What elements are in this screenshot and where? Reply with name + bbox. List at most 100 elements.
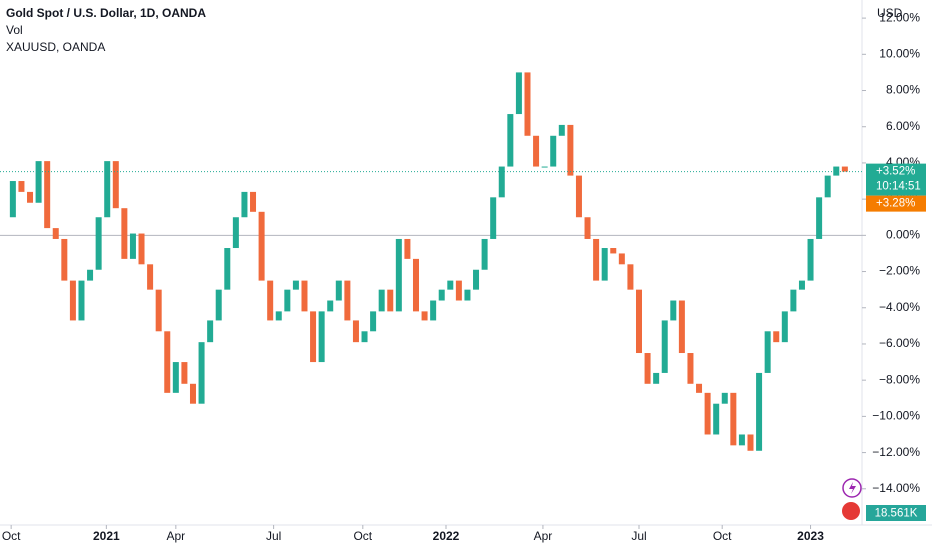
icon (849, 482, 856, 494)
candle (164, 331, 171, 393)
candle (318, 311, 325, 363)
candle (267, 280, 274, 321)
candle (310, 311, 317, 363)
candle (550, 135, 557, 167)
chart-title: Gold Spot / U.S. Dollar, 1D, OANDA (6, 6, 206, 20)
candle (387, 289, 394, 312)
candle (138, 233, 145, 265)
candle (147, 264, 154, 290)
y-tick-label: −6.00% (879, 336, 920, 350)
candle (841, 166, 848, 172)
x-tick-label: Oct (353, 529, 372, 543)
candle (18, 181, 25, 192)
candle (696, 383, 703, 393)
candle (575, 175, 582, 218)
candle (567, 124, 574, 176)
candle (773, 331, 780, 343)
candle (756, 372, 763, 451)
candle (798, 280, 805, 290)
candle (687, 353, 694, 384)
y-tick-label: −12.00% (872, 445, 920, 459)
candle (258, 211, 265, 281)
candle (189, 383, 196, 404)
candle (730, 392, 737, 446)
candle (721, 392, 728, 404)
compare-label: +3.28% (876, 198, 915, 210)
candle (198, 342, 205, 404)
candle (52, 228, 59, 239)
candle (250, 191, 257, 212)
candle (104, 161, 111, 218)
y-tick-label: −8.00% (879, 372, 920, 386)
candle (430, 300, 437, 321)
x-tick-label: 2023 (797, 529, 824, 543)
candle (395, 238, 402, 312)
y-tick-label: −2.00% (879, 264, 920, 278)
candle (44, 161, 51, 229)
candle (584, 217, 591, 239)
flag-icon[interactable] (842, 502, 860, 520)
candle (464, 289, 471, 301)
indicator-label: Vol (6, 23, 23, 37)
x-tick-label: 2021 (93, 529, 120, 543)
y-tick-label: −4.00% (879, 300, 920, 314)
candle (27, 191, 34, 203)
candle (327, 300, 334, 312)
candle (61, 238, 68, 281)
x-tick-label: Oct (2, 529, 21, 543)
y-axis-label: USD (877, 6, 903, 20)
candle (172, 362, 179, 393)
candle (447, 280, 454, 290)
candle (301, 280, 308, 312)
candle (455, 280, 462, 301)
y-tick-label: 6.00% (886, 119, 920, 133)
candle (738, 434, 745, 446)
candle (241, 191, 248, 218)
candle (653, 372, 660, 384)
candle (121, 208, 128, 259)
candle (215, 289, 222, 321)
countdown-label: 10:14:51 (876, 181, 921, 193)
candle (627, 264, 634, 290)
candle (352, 320, 359, 343)
comparison-label: XAUUSD, OANDA (6, 40, 105, 54)
candle (507, 114, 514, 167)
candle (155, 289, 162, 332)
candle (610, 248, 617, 254)
last-price-label: +3.52% (876, 166, 915, 178)
candle (644, 353, 651, 384)
candle (78, 280, 85, 321)
candle (232, 217, 239, 249)
candle (404, 238, 411, 259)
candle (541, 166, 548, 168)
candle (515, 72, 522, 115)
candle (678, 300, 685, 354)
last-price-tag (866, 163, 926, 196)
candle (361, 331, 368, 343)
candle (335, 280, 342, 301)
candle (635, 289, 642, 354)
candle (618, 253, 625, 265)
candle (601, 248, 608, 281)
x-tick-label: Oct (713, 529, 732, 543)
candle (816, 197, 823, 239)
candle (292, 280, 299, 290)
y-tick-label: 12.00% (879, 10, 920, 24)
y-tick-label: −10.00% (872, 409, 920, 423)
candle (9, 181, 16, 218)
candle (95, 217, 102, 270)
candle (412, 258, 419, 312)
x-tick-label: Jul (631, 529, 646, 543)
y-tick-label: −14.00% (872, 481, 920, 495)
candle (35, 161, 42, 203)
candle (181, 362, 188, 384)
candle (378, 289, 385, 312)
candle (790, 289, 797, 312)
candle (129, 233, 136, 259)
candle (704, 392, 711, 435)
candle (533, 135, 540, 167)
candle (490, 197, 497, 239)
candle (833, 166, 840, 176)
y-tick-label: 0.00% (886, 228, 920, 242)
